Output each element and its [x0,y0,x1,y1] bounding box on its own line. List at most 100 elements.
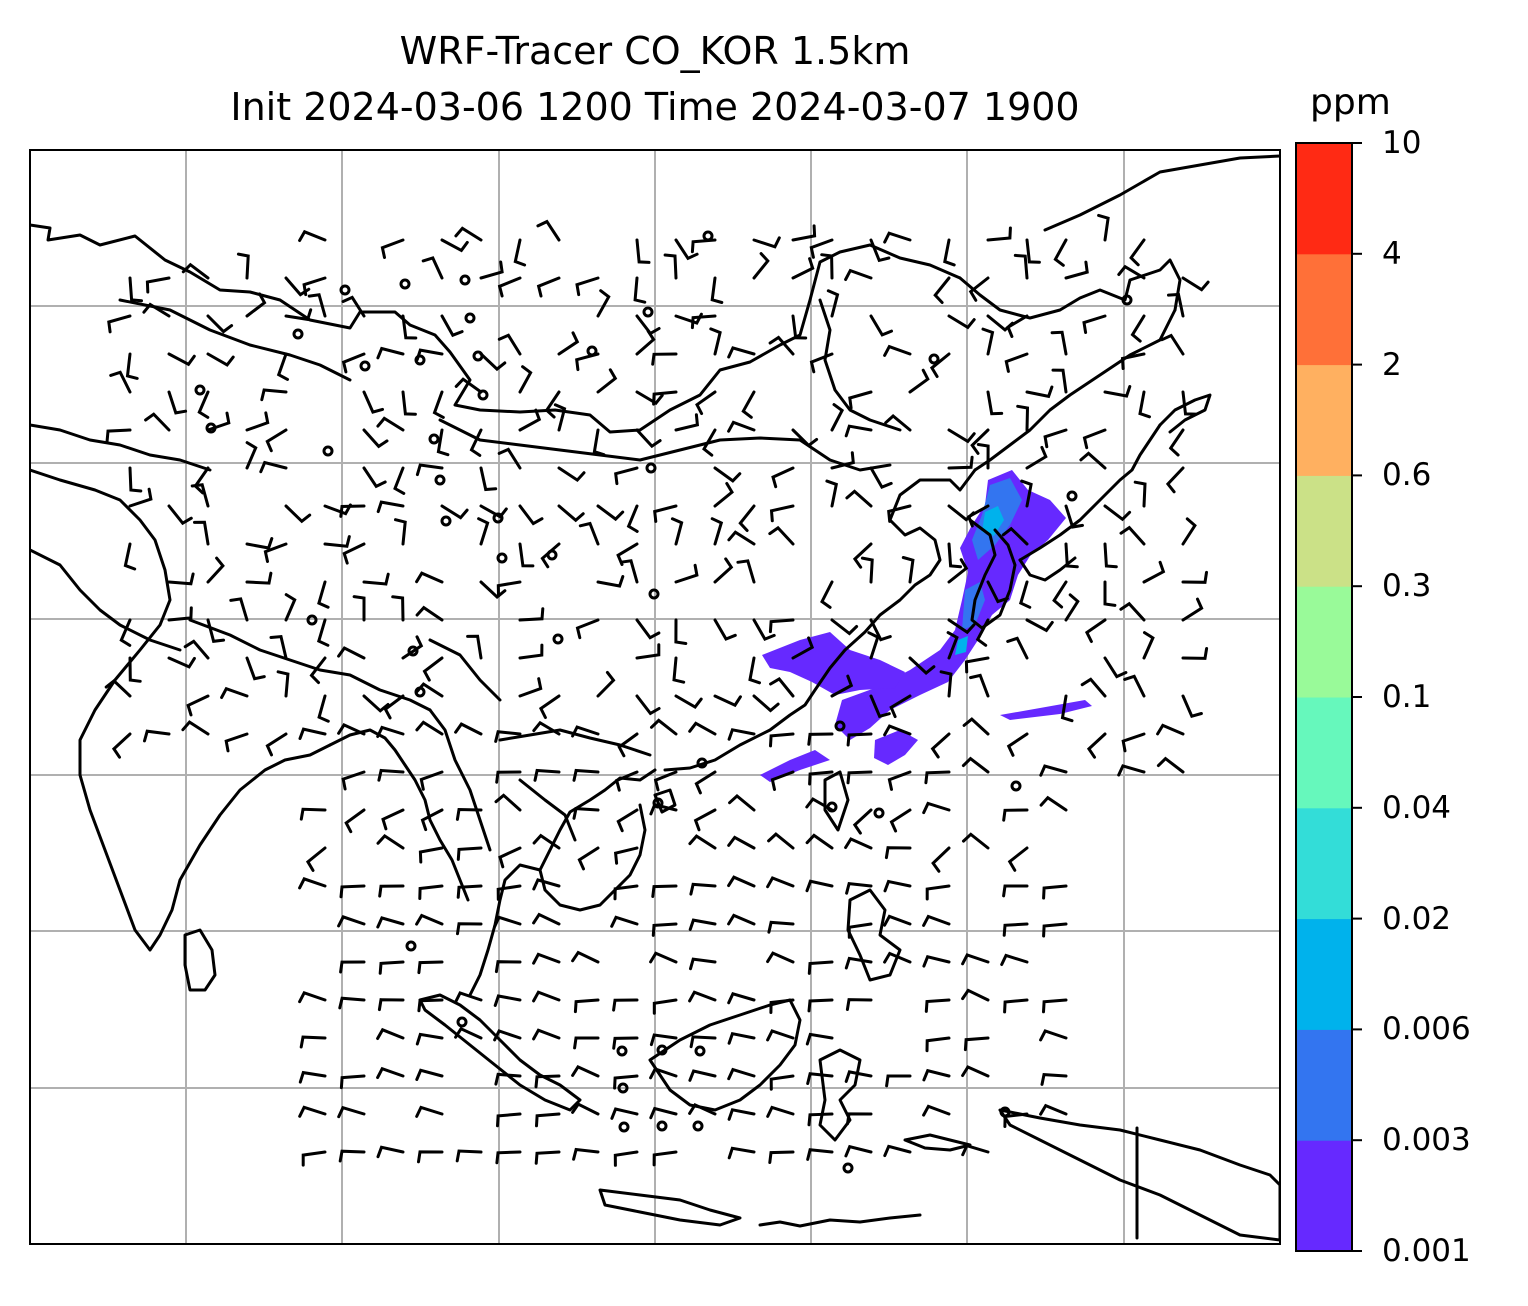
wind-barb [436,428,450,457]
wind-barb [769,1074,795,1091]
wind-barb [454,1026,483,1040]
wind-barb [806,1148,834,1161]
wind-barb [693,808,717,832]
wind-barb [497,333,522,356]
wind-barb [1165,466,1185,494]
wind-barb [352,595,366,622]
wind-barb [727,346,756,359]
wind-barb [596,289,611,318]
wind-barb [889,808,912,833]
wind-barb [167,606,193,622]
wind-barb [342,542,366,565]
wind-barb [493,994,522,1007]
wind-barb [573,1036,600,1050]
wind-barb [493,915,522,928]
wind-barb [1042,998,1068,1014]
wind-barb [694,770,717,795]
wind-barb [610,1107,639,1120]
wind-barb [538,694,561,719]
coastlines [30,154,1280,1242]
wind-barb [309,656,327,685]
wind-barb [883,879,912,893]
wind-barb [1042,922,1068,938]
wind-barb [1181,390,1197,416]
wind-barb [613,846,639,865]
wind-barb [1025,238,1041,264]
wind-barb [206,618,226,643]
wind-barb [614,770,639,792]
wind-barb [766,1105,795,1118]
wind-barb [376,916,405,929]
wind-barb [532,720,561,736]
wind-barb [420,808,444,832]
wind-barb [807,998,834,1013]
wind-barb [741,390,756,419]
wind-barb [981,327,995,356]
wind-barb [301,1150,327,1167]
wind-barb [276,352,289,381]
wind-barb [1016,404,1030,432]
wind-barb [495,770,522,784]
wind-barb [635,428,662,449]
wind-barb [651,922,678,937]
wind-barb [769,732,795,748]
co-tracer-plume [760,470,1092,782]
wind-barb [748,656,761,685]
wind-barb [378,960,405,975]
wind-barb [532,990,561,1003]
wind-barb [613,884,639,901]
wind-barb [766,1029,795,1042]
wind-barb [1181,694,1203,718]
wind-barb [571,950,600,964]
wind-barb [532,952,561,965]
wind-barb [245,537,274,550]
wind-barb [713,694,742,708]
wind-barb [736,559,756,584]
wind-barb [494,793,522,812]
wind-barb [299,1035,327,1049]
wind-barb [298,1070,327,1084]
wind-barb [276,670,290,698]
border-mongolia [438,418,892,472]
wind-barb [418,884,444,900]
wind-barb [825,479,839,508]
wind-barb [341,770,366,791]
wind-barb [1002,884,1029,898]
coast-java [598,1188,742,1227]
wind-barb [713,618,737,641]
wind-barb [727,913,756,926]
wind-barb [181,720,210,736]
wind-barb [518,643,544,660]
wind-barb [1002,922,1029,937]
wind-barb [986,580,1009,604]
wind-barb [494,1072,522,1086]
wind-barb [186,694,210,717]
wind-barb [1007,846,1029,872]
wind-barb [1000,953,1029,966]
wind-barb [1001,526,1029,546]
wind-barb [752,236,781,249]
wind-barb [649,1033,678,1047]
wind-barb [727,530,756,546]
wind-barb [766,951,795,964]
wind-barb [651,884,678,898]
wind-barb [1025,618,1054,633]
wind-barb [635,643,661,660]
wind-barb [612,1036,639,1050]
wind-barb [633,276,647,304]
wind-barb [769,504,795,523]
wind-barb [455,807,483,821]
wind-barb [376,346,405,360]
wind-barb [925,1036,951,1053]
wind-barb [1117,264,1146,280]
wind-barb [688,721,717,736]
wind-barb [768,525,795,546]
wind-barb [167,390,188,415]
wind-barb [1103,580,1117,607]
coast-timor [903,1133,972,1152]
wind-barb [415,1032,444,1046]
wind-barb [844,424,873,438]
wind-barb [672,656,686,684]
wind-barb [557,504,585,523]
